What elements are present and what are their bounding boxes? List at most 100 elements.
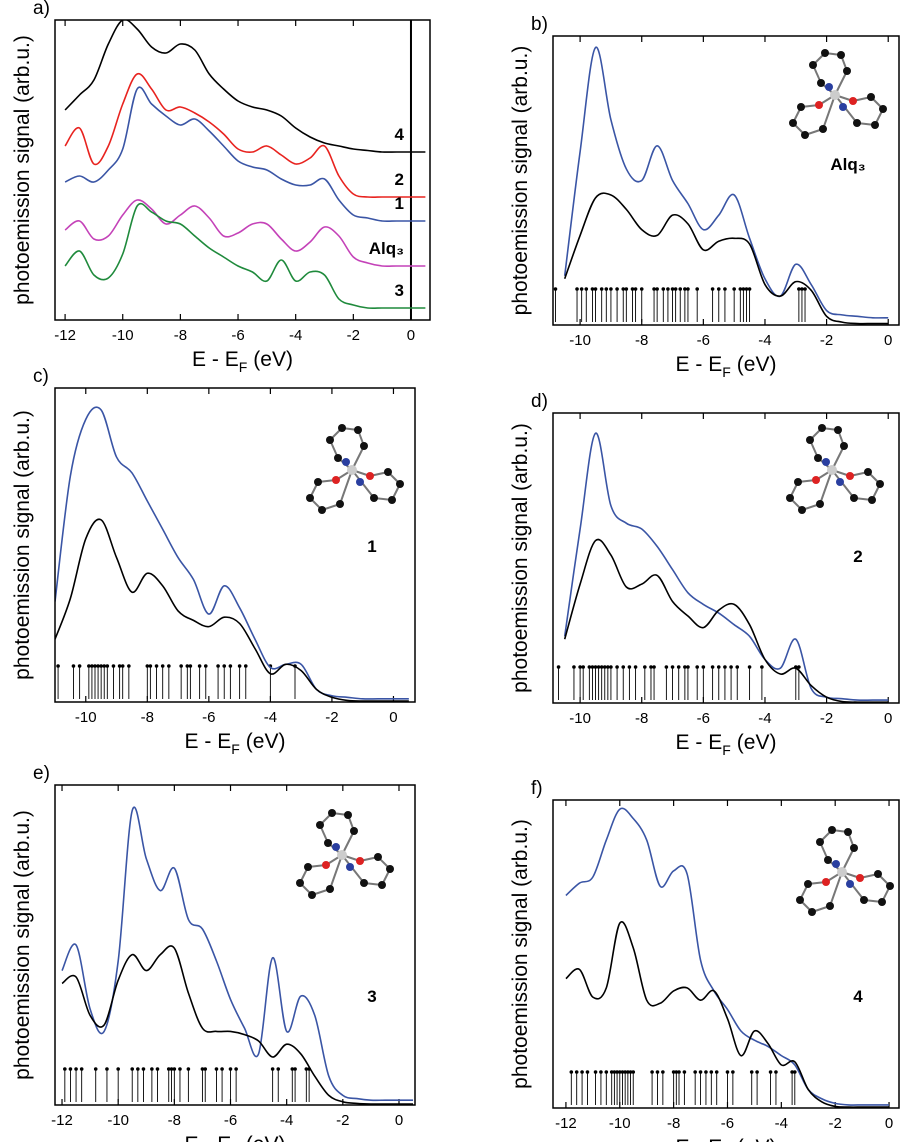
stick-tip [605, 287, 609, 291]
stick [735, 665, 739, 700]
stick-tip [130, 1067, 134, 1071]
stick-tip [271, 1067, 275, 1071]
stick-tip [56, 664, 60, 668]
stick [572, 665, 576, 700]
x-axis-label: E - EF(eV) [185, 1133, 286, 1142]
x-label-part: (eV) [246, 730, 286, 753]
x-tick-label: -6 [224, 1112, 237, 1129]
x-tick-label: -2 [347, 327, 360, 344]
stick [683, 287, 687, 322]
x-label-part: E - E [676, 731, 723, 754]
y-axis-label: photoemission signal (arb.u.) [509, 46, 532, 316]
x-tick-label: 0 [395, 1112, 403, 1129]
stick [594, 665, 598, 700]
stick-tip [178, 1067, 182, 1071]
stick [661, 1070, 665, 1105]
molecule-icon [796, 826, 894, 916]
stick-tip [683, 287, 687, 291]
stick [136, 1067, 140, 1102]
stick-tip [220, 1067, 224, 1071]
stick [711, 287, 715, 322]
stick-tip [594, 1070, 598, 1074]
stick [621, 287, 625, 322]
stick [671, 287, 675, 322]
stick-tip [229, 1067, 233, 1071]
x-tick-label: -4 [280, 1112, 293, 1129]
stick [597, 665, 601, 700]
stick-tip [666, 287, 670, 291]
stick-tip [699, 1070, 703, 1074]
stick [710, 1070, 714, 1105]
stick [729, 665, 733, 700]
x-label-subscript: F [231, 741, 240, 757]
stick-tip [674, 287, 678, 291]
x-axis-label: E - EF(eV) [676, 1136, 777, 1142]
stick-tip [711, 287, 715, 291]
stick-tip [615, 665, 619, 669]
stick [643, 665, 647, 700]
x-tick-label: -8 [174, 327, 187, 344]
stick [198, 664, 202, 699]
stick [599, 1070, 603, 1105]
stick-tip [187, 1067, 191, 1071]
stick [662, 287, 666, 322]
stick-tip [591, 287, 595, 291]
stick [732, 287, 736, 322]
y-axis-label: photoemission signal (arb.u.) [509, 423, 532, 693]
spectrum-line [565, 193, 889, 324]
x-tick-label: -6 [697, 332, 710, 349]
stick-tip [650, 1070, 654, 1074]
stick-tip [729, 665, 733, 669]
stick-tip [631, 1070, 635, 1074]
stick-tip [80, 1067, 84, 1071]
stick-tip [93, 664, 97, 668]
stick [215, 1067, 219, 1102]
stick-tip [72, 664, 76, 668]
stick [118, 664, 122, 699]
stick [90, 664, 94, 699]
stick-tip [695, 665, 699, 669]
plot-frame [553, 36, 899, 325]
x-tick-label: 0 [885, 1115, 893, 1132]
stick [634, 287, 638, 322]
stick [750, 1070, 754, 1105]
stick [615, 287, 619, 322]
stick [94, 1067, 98, 1102]
x-axis-label: E - EF(eV) [676, 353, 777, 380]
figure: a)photoemission signal (arb.u.)E - EF(eV… [0, 0, 901, 1142]
stick-tip [570, 1070, 574, 1074]
stick [609, 287, 613, 322]
series-label: 2 [395, 170, 404, 189]
stick [293, 664, 297, 699]
stick-tip [628, 665, 632, 669]
stick-tip [797, 665, 801, 669]
stick [677, 1070, 681, 1105]
stick [179, 664, 183, 699]
stick [609, 665, 613, 700]
stick [305, 1067, 309, 1102]
stick [717, 287, 721, 322]
stick [588, 665, 592, 700]
stick [269, 664, 273, 699]
x-tick-label: -2 [829, 1115, 842, 1132]
stick-tip [87, 664, 91, 668]
stick-tip [276, 1067, 280, 1071]
stick-tip [652, 665, 656, 669]
stick-tip [557, 665, 561, 669]
stick-tip [723, 287, 727, 291]
stick-tip [683, 1070, 687, 1074]
stick [63, 1067, 67, 1102]
stick-tip [575, 1070, 579, 1074]
stick [186, 664, 190, 699]
stick-tip [726, 1070, 730, 1074]
stick-tip [69, 1067, 73, 1071]
stick-tip [600, 665, 604, 669]
x-tick-label: -2 [820, 332, 833, 349]
stick [276, 1067, 280, 1102]
stick-tip [96, 664, 100, 668]
y-axis-label: photoemission signal (arb.u.) [11, 35, 34, 305]
x-tick-label: -10 [75, 709, 97, 726]
stick-tip [118, 664, 122, 668]
stick-tip [150, 1067, 154, 1071]
stick-tip [203, 1067, 207, 1071]
